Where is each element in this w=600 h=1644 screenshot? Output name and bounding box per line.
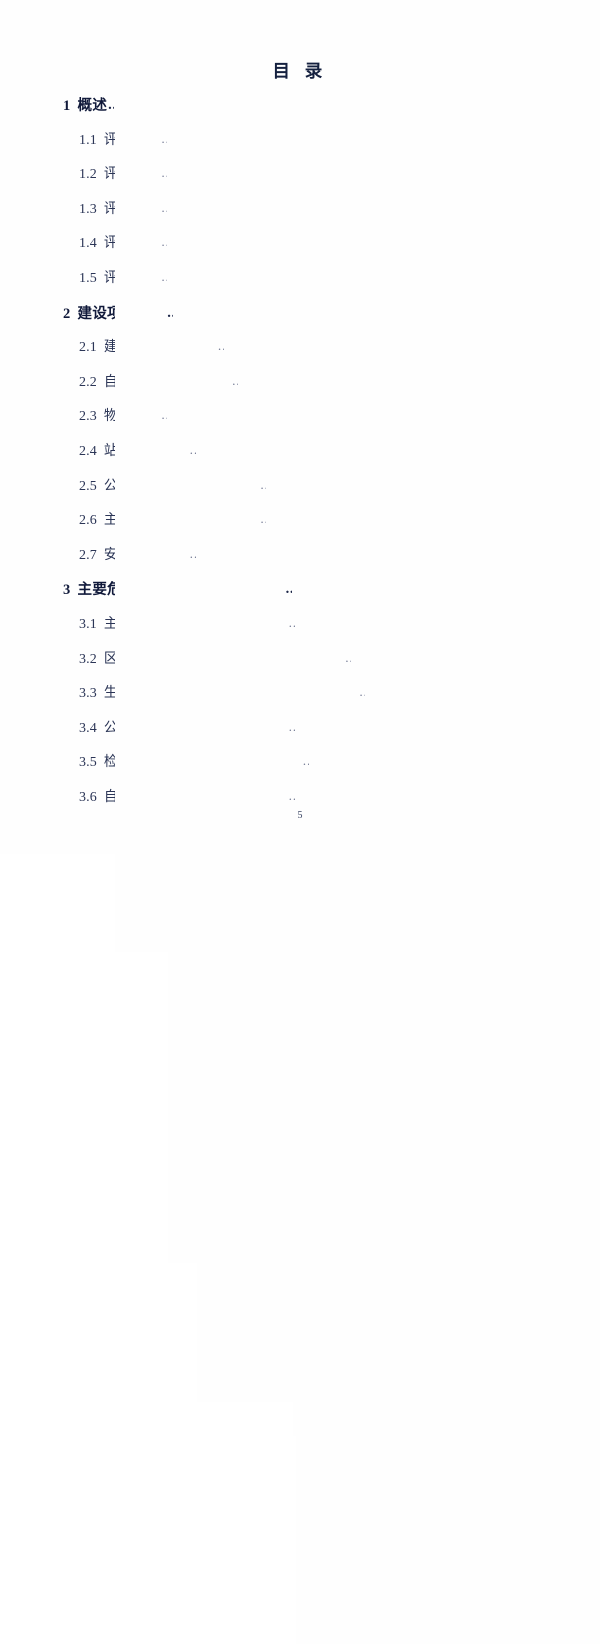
toc-entry-number: 3.6 bbox=[79, 789, 97, 805]
toc-entry-number: 1.3 bbox=[79, 201, 97, 217]
toc-dot-leader: ........................................… bbox=[161, 166, 167, 181]
toc-entry-number: 3.3 bbox=[79, 686, 97, 702]
toc-entry-number: 1.5 bbox=[79, 270, 97, 286]
toc-dot-leader: ........................................… bbox=[285, 581, 292, 598]
toc-dot-leader: ........................................… bbox=[302, 754, 309, 769]
document-page: 目 录 1 概述.................................… bbox=[0, 61, 600, 1644]
toc-entry-number: 2.5 bbox=[79, 478, 97, 494]
toc-entry-number: 3 bbox=[63, 582, 71, 599]
toc-dot-leader: ........................................… bbox=[167, 304, 173, 321]
toc-dot-leader: ........................................… bbox=[288, 615, 295, 630]
toc-dot-leader: ........................................… bbox=[345, 650, 351, 665]
toc-dot-leader: ........................................… bbox=[189, 442, 196, 457]
toc-entry-number: 3.1 bbox=[79, 616, 97, 632]
toc-entry-number: 2.3 bbox=[79, 409, 97, 425]
toc-dot-leader: ........................................… bbox=[161, 408, 167, 423]
toc-dot-leader: ........................................… bbox=[161, 269, 167, 284]
toc-entry-number: 2.1 bbox=[79, 340, 97, 356]
toc-entry-number: 2 bbox=[63, 305, 71, 322]
toc-entry-number: 3.4 bbox=[79, 720, 97, 736]
toc-dot-leader: ........................................… bbox=[161, 131, 167, 146]
footer-page-number: 5 bbox=[297, 810, 303, 821]
toc-entry-number: 3.2 bbox=[79, 651, 97, 667]
toc-dot-leader: ........................................… bbox=[260, 512, 266, 527]
toc-entry-number: 2.7 bbox=[79, 547, 97, 563]
toc-dot-leader: ........................................… bbox=[108, 97, 114, 113]
page-title: 目 录 bbox=[272, 61, 328, 81]
toc-dot-leader: ........................................… bbox=[218, 339, 224, 354]
toc-entry[interactable]: 1 概述.....................................… bbox=[60, 94, 600, 952]
toc-dot-leader: ........................................… bbox=[359, 685, 365, 700]
toc-dot-leader: ........................................… bbox=[189, 546, 196, 561]
toc-entry-number: 1.1 bbox=[79, 132, 97, 148]
toc-entry-number: 3.5 bbox=[79, 755, 97, 771]
toc-dot-leader: ........................................… bbox=[288, 719, 295, 734]
toc-entry-number: 1.2 bbox=[79, 167, 97, 183]
toc-dot-leader: ........................................… bbox=[161, 235, 167, 250]
toc-entry-number: 2.6 bbox=[79, 513, 97, 529]
toc-dot-leader: ........................................… bbox=[260, 477, 266, 492]
toc-entry-number: 1 bbox=[63, 98, 71, 114]
toc-entry-number: 2.4 bbox=[79, 443, 97, 459]
toc-dot-leader: ........................................… bbox=[161, 200, 167, 215]
toc-dot-leader: ........................................… bbox=[232, 373, 238, 388]
toc-dot-leader: ........................................… bbox=[288, 788, 295, 803]
toc-entry-page-number: 60 bbox=[295, 789, 600, 1644]
toc-entry-number: 1.4 bbox=[79, 236, 97, 252]
toc-entry-label: 概述 bbox=[77, 98, 108, 114]
toc-entry-number: 2.2 bbox=[79, 374, 97, 390]
table-of-contents: 1 概述.....................................… bbox=[0, 94, 600, 1644]
